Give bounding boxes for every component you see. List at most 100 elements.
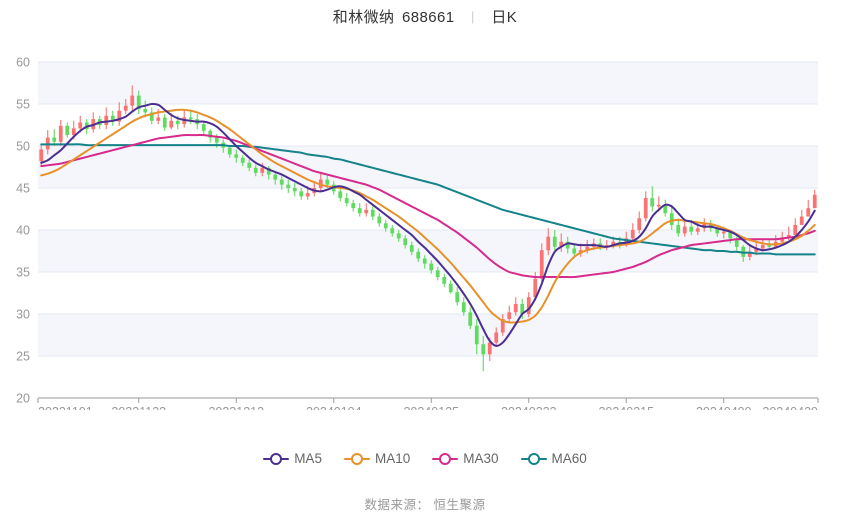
candle-body [58, 125, 63, 142]
legend-label: MA30 [463, 451, 499, 467]
candle-body [344, 198, 349, 204]
data-source-note: 数据来源： 恒生聚源 [364, 498, 486, 512]
x-axis-tick-label: 20231101 [38, 405, 93, 410]
circle-marker-icon [432, 452, 459, 466]
candle-body [565, 241, 570, 249]
candle-body [136, 95, 141, 110]
candle-body [429, 263, 434, 271]
candle-body [507, 312, 512, 320]
candle-body [487, 342, 492, 355]
candle-body [71, 128, 76, 136]
y-axis-tick-label: 40 [16, 224, 30, 238]
legend-label: MA10 [374, 451, 411, 467]
x-axis-tick-label: 20240315 [598, 405, 654, 410]
legend-item-ma30[interactable]: MA30 [432, 451, 499, 467]
x-axis-tick-label: 20240104 [306, 405, 362, 410]
candle-body [169, 120, 174, 128]
candle-body [572, 248, 577, 254]
candle-body [663, 204, 668, 214]
y-axis-tick-label: 55 [16, 98, 30, 112]
candle-body [325, 179, 330, 185]
circle-marker-icon [343, 452, 370, 466]
ma-line-ma60 [40, 143, 816, 256]
y-axis-tick-label: 25 [16, 350, 30, 364]
candle-body [500, 319, 505, 333]
title-separator: | [471, 9, 475, 24]
candle-body [793, 224, 798, 236]
legend-label: MA60 [551, 451, 587, 467]
candlestick-svg[interactable]: 20 25 30 35 40 45 50 55 60 20231101 20231122 202312… [0, 40, 850, 410]
candle-body [806, 208, 811, 217]
candle-body [611, 241, 616, 246]
candle-body [728, 231, 733, 239]
candle-body [520, 303, 525, 314]
candle-body [650, 198, 655, 207]
candle-body [676, 224, 681, 234]
x-axis-tick-label: 20240223 [501, 405, 557, 410]
candle-body [409, 245, 414, 252]
grid-band [38, 146, 818, 188]
candle-body [234, 154, 239, 158]
candle-body [721, 231, 726, 234]
legend-ring [350, 453, 363, 465]
legend-item-ma60[interactable]: MA60 [520, 451, 587, 467]
candle-body [208, 130, 213, 138]
legend-item-ma10[interactable]: MA10 [343, 451, 411, 467]
candle-body [247, 162, 252, 168]
x-axis-tick-label: 20231213 [208, 405, 264, 410]
candle-body [78, 122, 83, 129]
candle-body [143, 109, 148, 113]
candle-body [273, 174, 278, 180]
ma-line-ma10 [40, 108, 816, 324]
candle-body [201, 124, 206, 131]
candle-body [162, 117, 167, 128]
candle-body [65, 125, 70, 136]
candle-body [117, 110, 122, 122]
candle-body [585, 246, 590, 251]
legend-item-ma5[interactable]: MA5 [263, 452, 322, 466]
candle-body [240, 157, 245, 163]
candle-body [689, 226, 694, 232]
candle-body [799, 216, 804, 225]
candle-body [760, 245, 765, 249]
legend-ring [527, 453, 540, 465]
y-axis-tick-label: 20 [16, 392, 30, 406]
candle-body [461, 302, 466, 313]
candle-body [481, 344, 486, 355]
y-axis-tick-label: 30 [16, 308, 30, 322]
x-axis-tick-label: 20240125 [403, 405, 459, 410]
candle-body [104, 115, 109, 125]
candle-body [351, 203, 356, 209]
candle-body [539, 250, 544, 279]
candle-body [110, 115, 115, 122]
y-axis-tick-label: 35 [16, 266, 30, 280]
stock-code: 688661 [401, 9, 455, 26]
circle-marker-icon [263, 452, 290, 466]
candle-body [390, 228, 395, 234]
candle-body [630, 230, 635, 239]
candle-body [396, 233, 401, 239]
grid-band [38, 62, 818, 104]
candle-body [156, 117, 161, 121]
candle-body [279, 179, 284, 185]
candle-body [266, 167, 271, 175]
y-axis-tick-label: 60 [16, 56, 30, 70]
legend-ring [270, 453, 283, 465]
x-axis-tick-label: 20240429 [762, 405, 818, 410]
candle-body [526, 297, 531, 314]
legend-ring [439, 453, 452, 465]
candle-body [780, 238, 785, 242]
candle-body [455, 292, 460, 303]
candle-body [123, 105, 128, 111]
chart-legend: MA5 MA10 MA30 MA60 [0, 452, 850, 466]
candle-body [715, 228, 720, 234]
candle-body [442, 277, 447, 284]
candle-body [149, 112, 154, 121]
candle-body [286, 184, 291, 188]
candle-body [695, 228, 700, 232]
candle-body [533, 278, 538, 298]
grid-band [38, 314, 818, 356]
chart-plot-area[interactable]: 20 25 30 35 40 45 50 55 60 20231101 20231122 202312… [0, 40, 850, 410]
candle-body [474, 325, 479, 345]
